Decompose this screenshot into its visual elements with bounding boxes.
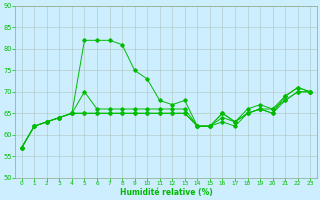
X-axis label: Humidité relative (%): Humidité relative (%) [120,188,212,197]
